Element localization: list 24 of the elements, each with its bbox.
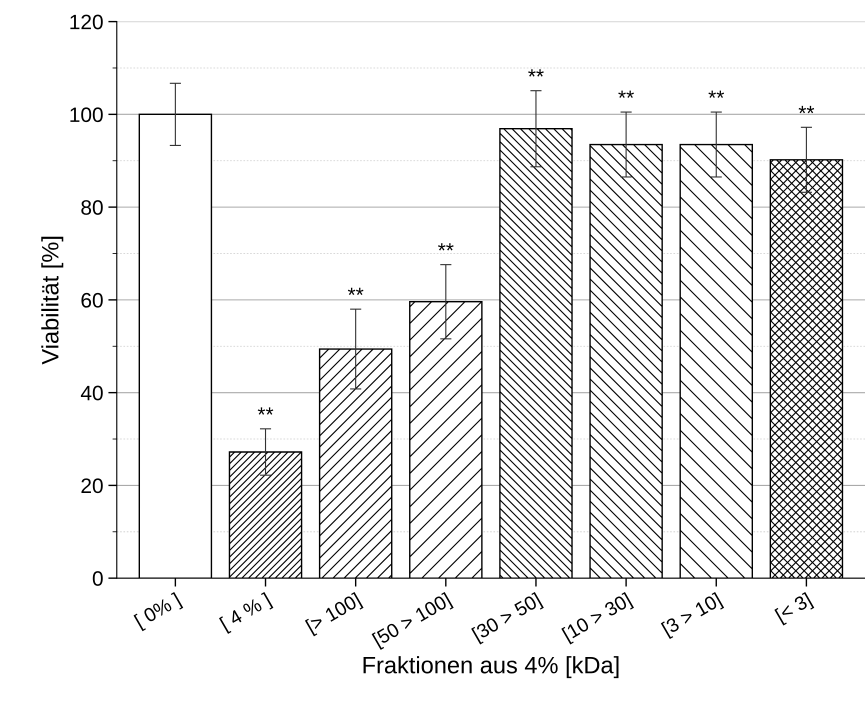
y-tick-label: 0	[92, 571, 103, 586]
annotation: **	[528, 69, 544, 77]
x-tick-label: [< 3]	[774, 592, 814, 626]
annotation: **	[438, 243, 454, 251]
y-tick-label: 60	[81, 292, 103, 308]
x-tick-label: [10 > 30]	[561, 592, 634, 644]
y-axis-title: Viabilität [%]	[41, 236, 64, 365]
annotation: **	[798, 106, 814, 114]
y-tick-label: 20	[81, 478, 103, 494]
x-tick-label: [> 100]	[304, 592, 364, 636]
y-tick-label: 120	[70, 14, 103, 30]
annotation: **	[708, 90, 724, 98]
x-tick-label: [50 > 100]	[372, 592, 454, 650]
x-tick-label: [ 4 % ]	[218, 592, 274, 634]
y-tick-label: 100	[70, 107, 103, 122]
annotation: **	[258, 407, 274, 415]
annotation: **	[618, 90, 634, 98]
y-tick-label: 80	[81, 200, 103, 215]
y-tick-label: 40	[80, 386, 103, 400]
annotation: **	[348, 288, 364, 296]
x-tick-label: [30 > 50]	[471, 592, 544, 644]
x-tick-label: [3 > 10]	[660, 592, 724, 640]
x-tick-label: [ 0% ]	[134, 592, 184, 632]
x-axis-title: Fraktionen aus 4% [kDa]	[364, 656, 618, 678]
